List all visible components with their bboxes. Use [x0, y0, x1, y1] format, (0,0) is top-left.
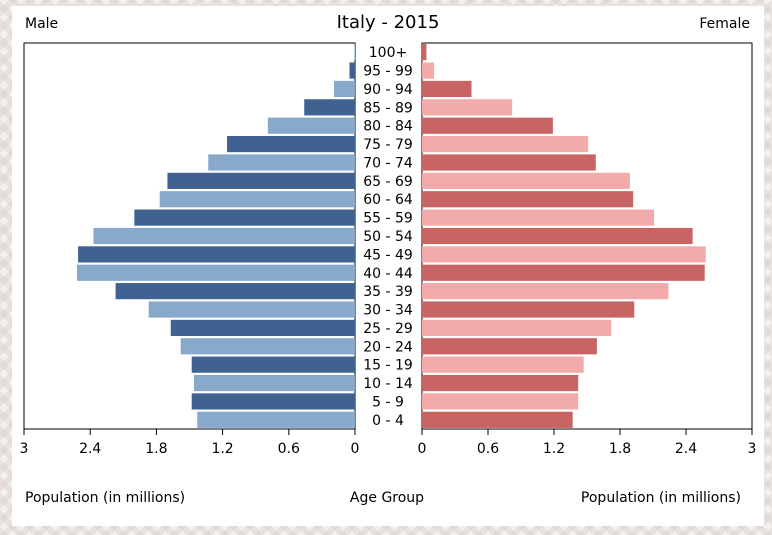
age-group-label: 70 - 74 [363, 155, 413, 171]
right-x-axis-label: Population (in millions) [581, 490, 741, 506]
female-bars [422, 44, 706, 428]
x-tick-label: 1.2 [543, 441, 565, 457]
female-bar [422, 117, 553, 134]
age-group-label: 30 - 34 [363, 303, 413, 319]
age-group-label: 80 - 84 [363, 119, 413, 135]
age-group-label: 65 - 69 [363, 174, 413, 190]
x-tick-label: 2.4 [675, 441, 697, 457]
female-bar [422, 411, 573, 428]
age-group-label: 40 - 44 [363, 266, 413, 282]
male-bar [170, 319, 355, 336]
age-group-label: 50 - 54 [363, 229, 413, 245]
male-bar [134, 209, 355, 226]
age-group-label: 25 - 29 [363, 321, 413, 337]
age-group-label: 15 - 19 [363, 358, 413, 374]
female-bar [422, 301, 635, 318]
male-bar [227, 136, 355, 153]
female-bar [422, 99, 513, 116]
age-group-label: 55 - 59 [363, 211, 413, 227]
male-bar [76, 264, 356, 281]
age-group-label: 90 - 94 [363, 82, 413, 98]
female-bar [422, 356, 584, 373]
age-group-label: 0 - 4 [372, 413, 404, 429]
age-group-label: 75 - 79 [363, 137, 413, 153]
x-tick-label: 1.2 [211, 441, 233, 457]
age-group-label: 85 - 89 [363, 100, 413, 116]
male-bar [148, 301, 355, 318]
male-bar [193, 374, 355, 392]
x-tick-label: 2.4 [79, 441, 101, 457]
x-tick-label: 1.8 [609, 441, 631, 457]
x-axis-ticks: 3 2.4 1.8 1.2 0.6 0 0 0.6 1.2 1.8 2.4 3 [20, 429, 757, 457]
male-bar [197, 411, 355, 428]
x-tick-label: 0 [351, 441, 360, 457]
female-bar [422, 246, 706, 263]
female-bar [422, 393, 579, 410]
male-bar [349, 62, 355, 79]
x-tick-label: 0.6 [477, 441, 499, 457]
age-group-label: 35 - 39 [363, 284, 413, 300]
x-tick-label: 0 [418, 441, 427, 457]
female-bar [422, 44, 427, 61]
male-bar [334, 80, 355, 98]
female-bar [422, 191, 634, 208]
male-bar [304, 99, 355, 116]
female-bar [422, 154, 596, 171]
male-bar [191, 393, 355, 410]
female-bar [422, 62, 435, 79]
male-header: Male [25, 16, 58, 32]
male-bar [267, 117, 355, 134]
female-bar [422, 374, 579, 392]
male-bar [115, 283, 356, 300]
chart-panel: Male Italy - 2015 Female 100+ 95 - 99 90 -… [12, 6, 764, 526]
age-group-label: 10 - 14 [363, 376, 413, 392]
age-group-label: 60 - 64 [363, 192, 413, 208]
x-tick-label: 3 [20, 441, 29, 457]
male-bar [191, 356, 355, 373]
center-axis-label: Age Group [350, 490, 424, 506]
male-bar [159, 191, 355, 208]
age-group-label: 5 - 9 [372, 394, 404, 410]
male-bar [180, 338, 355, 355]
chart-title: Italy - 2015 [337, 12, 440, 33]
female-header: Female [699, 16, 750, 32]
female-bar [422, 172, 630, 189]
female-bar [422, 80, 472, 98]
female-bar [422, 227, 693, 245]
left-x-axis-label: Population (in millions) [25, 490, 185, 506]
age-group-label: 100+ [369, 45, 407, 61]
female-bar [422, 209, 655, 226]
female-bar [422, 136, 589, 153]
female-bar [422, 264, 705, 281]
male-bars [76, 44, 356, 428]
female-bar [422, 338, 597, 355]
x-tick-label: 3 [748, 441, 757, 457]
female-bar [422, 319, 612, 336]
male-bar [93, 227, 355, 245]
male-bar [78, 246, 356, 263]
male-bar [167, 172, 355, 189]
population-pyramid-chart: Male Italy - 2015 Female 100+ 95 - 99 90 -… [20, 12, 757, 506]
male-bar [354, 44, 355, 61]
x-tick-label: 1.8 [145, 441, 167, 457]
age-group-label: 20 - 24 [363, 339, 413, 355]
age-group-labels: 100+ 95 - 99 90 - 94 85 - 89 80 - 84 75 - 79 7… [363, 45, 413, 429]
age-group-label: 45 - 49 [363, 247, 413, 263]
female-bar [422, 283, 669, 300]
male-bar [208, 154, 355, 171]
x-tick-label: 0.6 [278, 441, 300, 457]
age-group-label: 95 - 99 [363, 64, 413, 80]
